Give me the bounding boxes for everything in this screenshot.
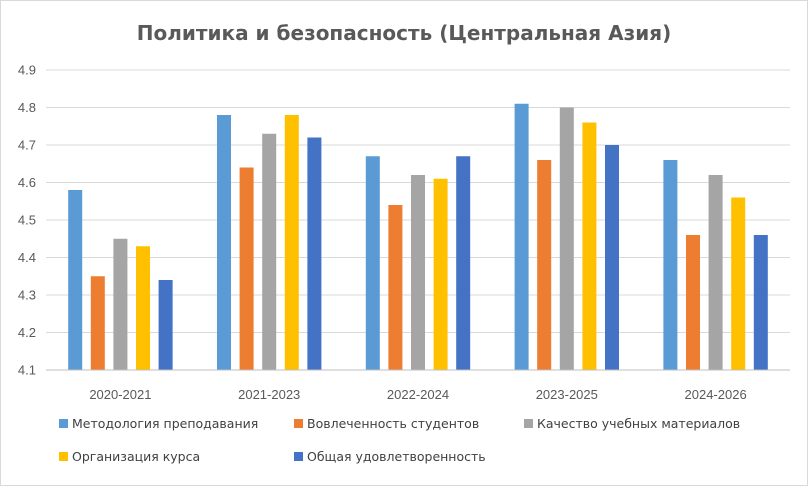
bar	[411, 175, 425, 370]
y-tick-label: 4.1	[18, 363, 36, 378]
x-tick-label: 2024-2026	[685, 387, 747, 402]
y-tick-label: 4.8	[18, 100, 36, 115]
x-tick-label: 2023-2025	[536, 387, 598, 402]
x-axis-ticks: 2020-2021 2021-2023 2022-2024 2023-2025 2024…	[89, 387, 746, 402]
chart-title: Политика и безопасность (Центральная Ази…	[137, 21, 671, 45]
legend-swatch	[294, 452, 303, 461]
legend-swatch	[524, 419, 533, 428]
bar	[365, 156, 380, 370]
bar	[605, 145, 619, 370]
y-tick-label: 4.4	[18, 250, 36, 265]
y-tick-label: 4.9	[18, 63, 36, 78]
bar	[136, 246, 150, 370]
legend-label: Методология преподавания	[72, 416, 258, 431]
bar	[537, 160, 552, 370]
y-axis-ticks: 4.1 4.2 4.3 4.4 4.5 4.6 4.7 4.8 4.9	[18, 63, 36, 378]
legend-swatch	[294, 419, 303, 428]
bar	[456, 156, 471, 370]
bar	[663, 160, 678, 370]
bar	[239, 167, 254, 370]
x-tick-label: 2021-2023	[238, 387, 300, 402]
bar	[262, 133, 277, 370]
legend-swatch	[59, 452, 68, 461]
legend-label: Организация курса	[72, 449, 200, 464]
y-tick-label: 4.2	[18, 325, 36, 340]
legend-swatch	[59, 419, 68, 428]
bar	[113, 238, 128, 370]
x-tick-label: 2022-2024	[387, 387, 449, 402]
legend-label: Общая удовлетворенность	[307, 449, 486, 464]
x-tick-label: 2020-2021	[89, 387, 151, 402]
legend-label: Вовлеченность студентов	[307, 416, 479, 431]
y-tick-label: 4.7	[18, 138, 36, 153]
y-tick-label: 4.5	[18, 213, 36, 228]
bar	[388, 205, 403, 370]
legend-item: Вовлеченность студентов	[294, 416, 479, 431]
legend: Методология преподавания Вовлеченность ст…	[59, 416, 740, 464]
legend-item: Методология преподавания	[59, 416, 258, 431]
legend-item: Общая удовлетворенность	[294, 449, 486, 464]
bar	[90, 276, 105, 370]
bar	[753, 235, 768, 370]
legend-item: Организация курса	[59, 449, 200, 464]
bar	[307, 137, 322, 370]
bar	[582, 122, 597, 370]
bar	[559, 107, 574, 370]
bar	[158, 280, 173, 370]
legend-label: Качество учебных материалов	[537, 416, 740, 431]
y-tick-label: 4.3	[18, 288, 36, 303]
bar	[731, 197, 746, 370]
legend-item: Качество учебных материалов	[524, 416, 740, 431]
bar	[433, 178, 448, 370]
y-tick-label: 4.6	[18, 175, 36, 190]
bar	[217, 115, 231, 370]
bar	[514, 103, 529, 370]
bars	[68, 103, 768, 370]
bar	[708, 175, 723, 370]
bar	[284, 115, 299, 370]
bar	[68, 190, 83, 370]
bar	[686, 235, 700, 370]
